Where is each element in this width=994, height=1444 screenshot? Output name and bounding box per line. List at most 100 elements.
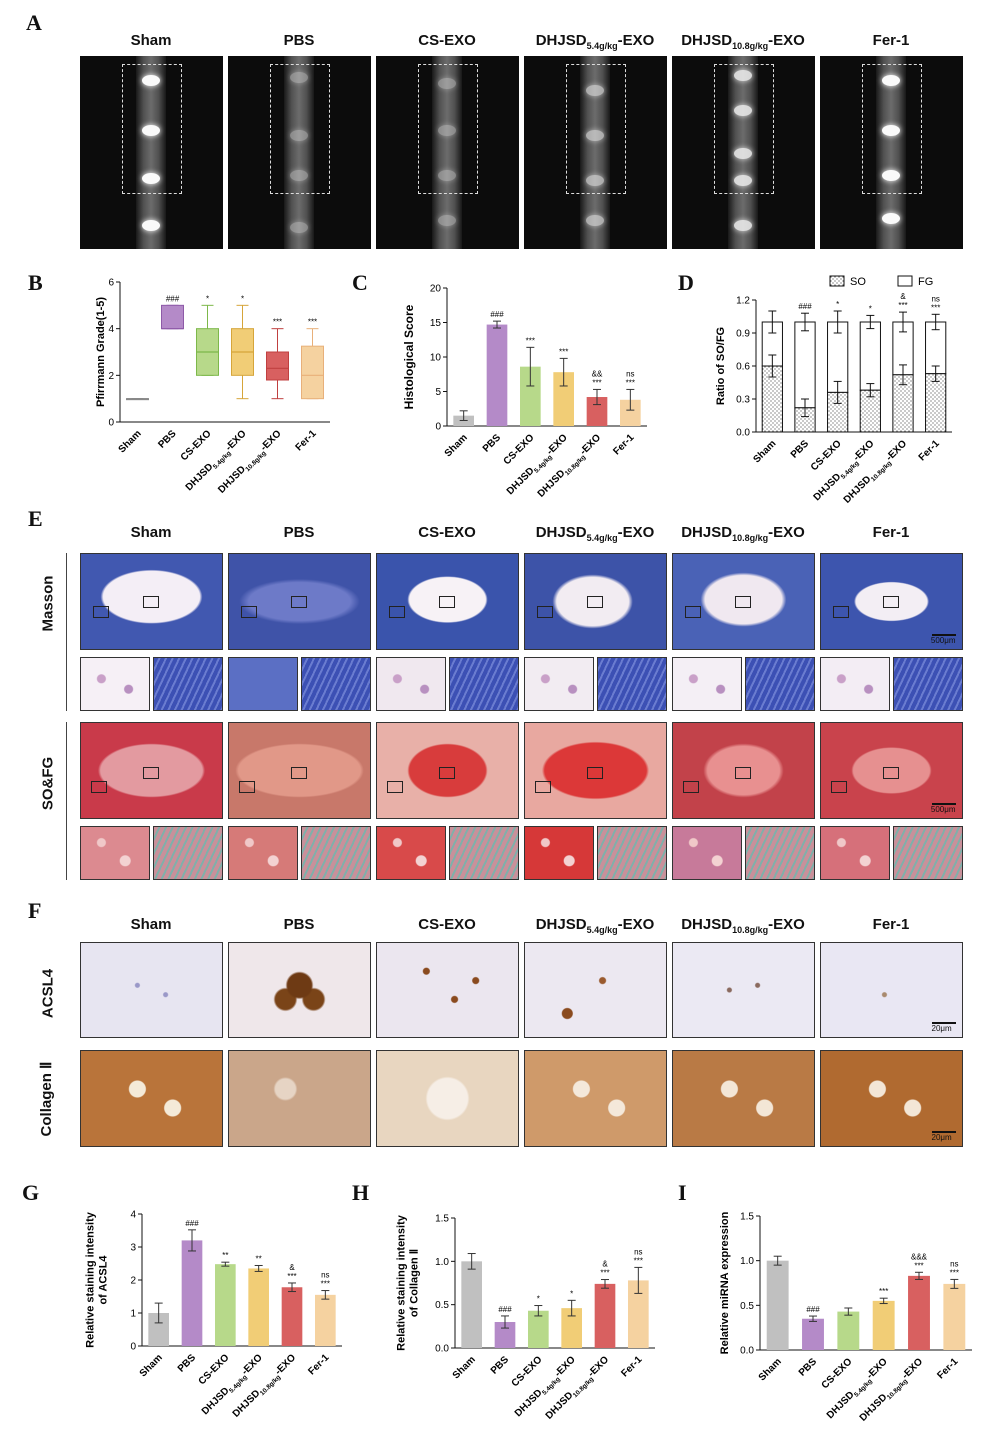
y-axis-label: Ratio of SO/FG [715,327,727,405]
bar-so-fer [925,373,947,433]
significance-label-d54: * [570,1289,573,1298]
svg-text:Relative miRNA expression: Relative miRNA expression [719,1211,731,1354]
legend-label-fg: FG [918,276,933,288]
svg-text:DHJSD5.4g/kg-EXO: DHJSD5.4g/kg-EXO [184,428,250,494]
svg-text:Fer-1: Fer-1 [619,1354,644,1379]
svg-text:Relative staining intensity: Relative staining intensity [396,1214,408,1351]
mri-image-pbs [227,56,371,249]
bar-d54 [561,1308,582,1348]
mri-image-d54 [523,56,667,249]
row-label-collagen: Collagen Ⅱ [38,1061,55,1137]
svg-text:PBS: PBS [789,438,812,461]
x-tick-label-pbs: PBS [176,1352,199,1375]
x-tick-label-d108: DHJSD10.8g/kg-EXO [858,1356,926,1424]
x-tick-label-cs: CS-EXO [809,438,844,473]
y-tick-label: 0 [130,1342,136,1353]
bar-pbs [181,1240,203,1346]
masson-zoom-np-d54 [523,657,594,711]
y-tick-label: 0.3 [736,395,750,406]
x-tick-label-sham: Sham [751,438,778,465]
scale-bar-e-masson: 500μm [930,636,956,645]
y-tick-label: 0.0 [740,1346,754,1357]
acsl4-image-d108 [671,942,815,1038]
y-tick-label: 10 [430,353,442,364]
y-tick-label: 15 [430,318,442,329]
y-tick-label: 3 [130,1243,136,1254]
y-tick-label: 1 [130,1309,136,1320]
legend-swatch-fg [897,275,913,287]
scale-bar-f-collagen: 20μm [932,1131,956,1142]
masson-image-sham [79,553,223,650]
significance-label-d54: * [869,304,872,313]
significance-label-cs: * [537,1295,540,1304]
bar-sham [461,1261,482,1348]
bar-d108 [586,397,608,426]
group-name-fer: Fer-1 [872,32,910,49]
acsl4-image-fer: 20μm [819,942,963,1038]
svg-text:DHJSD10.8g/kg-EXO: DHJSD10.8g/kg-EXO [216,428,285,497]
sofg-zoom-np-d54 [523,826,594,880]
legend-swatch-so [829,275,845,287]
collagen-image-fer: 20μm [819,1050,963,1147]
panel-label-b: B [28,270,43,295]
y-axis-label: Relative staining intensity of ACSL4 [85,1211,110,1348]
masson-image-d54 [523,553,667,650]
significance-label-cs: * [836,300,839,309]
chart-g-acsl4: 0 1 2 3 4 Relative staining intensity of ACSL4… [85,1210,342,1420]
sofg-image-cs [375,722,519,819]
significance-label-fer: ns [931,294,939,303]
sofg-zoom-af-pbs [300,826,371,880]
svg-text:Ratio of SO/FG: Ratio of SO/FG [715,327,727,405]
bar-sham [148,1313,169,1346]
x-tick-label-d54: DHJSD5.4g/kg-EXO [184,428,250,494]
significance-label-fer: *** [308,318,317,327]
masson-zoom-af-cs [448,657,519,711]
mri-image-cs [375,56,519,249]
significance-label-fer: ns [626,369,634,378]
svg-text:Pfirrmann Grade(1-5): Pfirrmann Grade(1-5) [95,297,107,407]
svg-text:PBS: PBS [156,428,179,451]
bar-fer [315,1294,336,1346]
x-tick-label-cs: CS-EXO [502,432,537,467]
significance-label-fer: *** [950,1268,959,1277]
y-tick-label: 0.0 [736,428,750,439]
row-label-acsl4: ACSL4 [39,968,57,1019]
x-tick-label-cs: CS-EXO [179,428,214,463]
masson-zoom-af-fer [892,657,963,711]
y-tick-label: 1.2 [736,296,750,307]
significance-label-d54: ** [256,1254,262,1263]
group-name-d108: DHJSD10.8g/kg-EXO [681,916,805,935]
x-tick-label-d108: DHJSD10.8g/kg-EXO [216,428,285,497]
y-tick-label: 1.0 [740,1256,754,1267]
significance-label-d108: *** [914,1261,923,1270]
bar-fg-pbs [794,321,816,409]
svg-text:Sham: Sham [443,432,470,459]
masson-image-pbs [227,553,371,650]
masson-zoom-af-pbs [300,657,371,711]
scale-bar-e-sofg: 500μm [930,805,956,814]
x-tick-label-fer: Fer-1 [917,438,942,463]
sofg-image-sham [79,722,223,819]
panel-label-e: E [28,506,43,531]
significance-label-d108: && [592,369,603,378]
significance-label-pbs: ### [498,1305,512,1314]
group-name-d108: DHJSD10.8g/kg-EXO [681,32,805,51]
sofg-zoom-np-sham [79,826,150,880]
group-name-cs: CS-EXO [418,916,476,933]
svg-text:PBS: PBS [481,432,504,455]
svg-text:PBS: PBS [797,1356,820,1379]
y-tick-label: 0.5 [740,1301,754,1312]
bar-pbs [494,1322,516,1348]
x-tick-label-cs: CS-EXO [510,1354,545,1389]
bar-cs [528,1310,549,1348]
group-name-sham: Sham [130,524,172,541]
x-tick-label-sham: Sham [443,432,470,459]
group-name-d54: DHJSD5.4g/kg-EXO [535,916,655,935]
significance-label-d108: *** [898,301,907,310]
masson-zoom-np-pbs [227,657,298,711]
mri-image-d108 [671,56,815,249]
svg-text:of Collagen Ⅱ: of Collagen Ⅱ [409,1249,421,1317]
y-axis-label: Histological Score [402,304,416,409]
masson-zoom-np-d108 [671,657,742,711]
svg-text:of ACSL4: of ACSL4 [98,1255,110,1305]
